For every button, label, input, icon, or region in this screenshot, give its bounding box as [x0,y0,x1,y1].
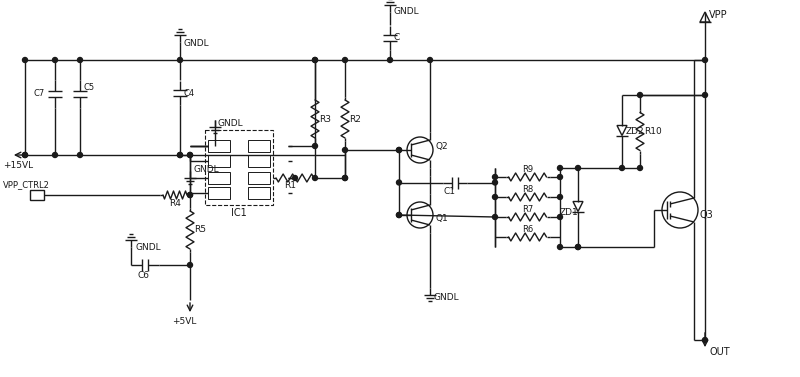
Circle shape [493,180,498,185]
Circle shape [178,153,182,158]
Circle shape [397,213,402,218]
Bar [208,155,230,167]
Circle shape [427,58,433,63]
Text: ZD1: ZD1 [560,208,578,217]
Circle shape [397,213,402,218]
Bar [248,140,270,152]
Text: GNDL: GNDL [135,244,161,253]
Circle shape [619,166,625,170]
Circle shape [575,245,581,250]
Bar [208,140,230,152]
Text: C: C [394,34,400,43]
Text: R10: R10 [644,127,662,136]
Circle shape [558,245,562,250]
Circle shape [178,58,182,63]
Circle shape [558,175,562,179]
Text: C1: C1 [444,187,456,196]
Circle shape [702,92,707,98]
Bar [30,190,44,200]
Circle shape [187,153,193,158]
Text: GNDL: GNDL [394,8,420,17]
Circle shape [187,193,193,198]
Text: GNDL: GNDL [434,293,460,302]
Text: GNDL: GNDL [218,118,244,127]
Circle shape [342,147,347,153]
Circle shape [702,58,707,63]
Circle shape [187,193,193,198]
Circle shape [558,215,562,219]
Circle shape [558,166,562,170]
Circle shape [638,166,642,170]
Circle shape [493,215,498,219]
Text: R3: R3 [319,115,331,124]
Text: Q3: Q3 [700,210,714,220]
Circle shape [313,144,318,149]
Circle shape [702,337,707,342]
Circle shape [575,166,581,170]
Circle shape [53,153,58,158]
Circle shape [78,58,82,63]
Text: Q1: Q1 [435,215,448,224]
Text: GNDL: GNDL [194,166,220,175]
Text: C5: C5 [83,83,94,92]
Circle shape [22,58,27,63]
Text: VPP_CTRL2: VPP_CTRL2 [3,181,50,190]
Circle shape [342,176,347,181]
Text: +5VL: +5VL [172,317,196,326]
Circle shape [397,147,402,153]
Circle shape [187,153,193,158]
Circle shape [397,147,402,153]
Circle shape [22,153,27,158]
Circle shape [575,245,581,250]
Text: C4: C4 [184,89,195,98]
Bar [208,187,230,199]
Circle shape [387,58,393,63]
Circle shape [53,58,58,63]
Bar [248,172,270,184]
Text: OUT: OUT [709,347,730,357]
Circle shape [293,176,298,181]
Circle shape [187,262,193,268]
Text: C7: C7 [34,89,45,98]
Circle shape [638,92,642,98]
Circle shape [342,176,347,181]
Text: C6: C6 [137,271,149,279]
Circle shape [558,195,562,199]
Circle shape [493,195,498,199]
Text: R9: R9 [522,164,533,173]
Text: R1: R1 [284,181,296,190]
Text: Q2: Q2 [435,141,448,150]
Text: VPP: VPP [709,10,728,20]
Text: +15VL: +15VL [3,161,33,170]
Text: R6: R6 [522,224,533,233]
Circle shape [22,153,27,158]
Bar [208,172,230,184]
Circle shape [342,58,347,63]
Text: R2: R2 [349,115,361,124]
Text: ZD2: ZD2 [626,127,645,136]
Text: R7: R7 [522,204,533,213]
Circle shape [78,153,82,158]
Text: R8: R8 [522,184,533,193]
Circle shape [313,58,318,63]
Text: R5: R5 [194,225,206,234]
Text: IC1: IC1 [231,208,247,218]
Bar [248,155,270,167]
Circle shape [397,180,402,185]
Circle shape [313,176,318,181]
Circle shape [178,153,182,158]
Text: R4: R4 [169,199,181,207]
Circle shape [313,58,318,63]
Bar [248,187,270,199]
Circle shape [493,175,498,179]
Bar [205,130,273,205]
Text: GNDL: GNDL [184,40,210,49]
